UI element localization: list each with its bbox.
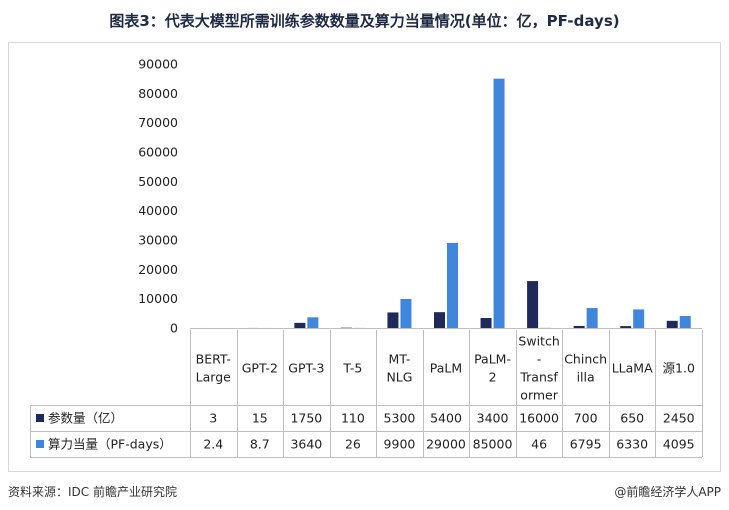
category-label: MT-NLG bbox=[386, 352, 412, 385]
bar-params bbox=[340, 327, 352, 329]
data-label: 29000 bbox=[426, 437, 466, 452]
data-label: 3 bbox=[209, 411, 217, 426]
bar-compute bbox=[400, 298, 412, 328]
legend-swatch bbox=[36, 414, 44, 422]
data-label: 46 bbox=[531, 437, 547, 452]
data-label: 8.7 bbox=[250, 437, 270, 452]
category-label: LLaMA bbox=[612, 361, 653, 376]
bar-params bbox=[620, 326, 632, 328]
bar-compute bbox=[679, 315, 691, 328]
y-tick-label: 0 bbox=[170, 321, 178, 336]
data-label: 15 bbox=[252, 411, 268, 426]
y-tick-label: 60000 bbox=[138, 145, 178, 160]
data-label: 3400 bbox=[477, 411, 509, 426]
brand-credit: @前瞻经济学人APP bbox=[614, 485, 721, 499]
bar-params bbox=[527, 281, 539, 328]
bar-params bbox=[294, 322, 306, 328]
legend-swatch bbox=[36, 440, 44, 448]
data-label: 6795 bbox=[570, 437, 602, 452]
data-label: 110 bbox=[341, 411, 365, 426]
category-label: GPT-2 bbox=[242, 361, 278, 376]
data-label: 5400 bbox=[430, 411, 462, 426]
chart-title: 图表3：代表大模型所需训练参数数量及算力当量情况(单位：亿，PF-days) bbox=[109, 12, 620, 30]
y-tick-label: 80000 bbox=[138, 86, 178, 101]
bar-params bbox=[666, 320, 678, 328]
y-tick-label: 30000 bbox=[138, 233, 178, 248]
y-tick-label: 10000 bbox=[138, 291, 178, 306]
y-tick-label: 90000 bbox=[138, 57, 178, 72]
data-label: 650 bbox=[620, 411, 644, 426]
bar-compute bbox=[447, 242, 458, 328]
data-label: 4095 bbox=[663, 437, 695, 452]
data-label: 1750 bbox=[290, 411, 322, 426]
bar-params bbox=[434, 312, 445, 328]
category-label: BERT-Large bbox=[196, 352, 232, 385]
source-note: 资料来源：IDC 前瞻产业研究院 bbox=[8, 485, 177, 499]
category-label: PaLM bbox=[430, 361, 462, 376]
data-label: 2450 bbox=[663, 411, 695, 426]
bar-compute bbox=[307, 317, 319, 328]
category-label: GPT-3 bbox=[288, 361, 324, 376]
y-tick-label: 70000 bbox=[138, 115, 178, 130]
category-label: Switch -Transf ormer bbox=[518, 334, 559, 403]
category-label: Chinch illa bbox=[564, 352, 607, 385]
y-tick-label: 50000 bbox=[138, 174, 178, 189]
data-label: 6330 bbox=[616, 437, 648, 452]
data-label: 700 bbox=[574, 411, 598, 426]
data-label: 2.4 bbox=[203, 437, 223, 452]
category-label: T-5 bbox=[342, 361, 362, 376]
data-label: 16000 bbox=[519, 411, 559, 426]
bar-compute bbox=[493, 78, 505, 329]
legend-label: 参数量（亿） bbox=[48, 411, 123, 426]
data-label: 85000 bbox=[473, 437, 513, 452]
bar-compute bbox=[633, 309, 645, 328]
data-label: 5300 bbox=[384, 411, 416, 426]
y-tick-label: 40000 bbox=[138, 203, 178, 218]
category-label: PaLM-2 bbox=[474, 352, 511, 385]
bar-params bbox=[480, 318, 492, 328]
bar-params bbox=[573, 325, 585, 328]
data-label: 26 bbox=[345, 437, 361, 452]
bar-compute bbox=[586, 308, 598, 328]
y-tick-label: 20000 bbox=[138, 262, 178, 277]
chart-frame bbox=[8, 42, 721, 472]
data-label: 3640 bbox=[290, 437, 322, 452]
category-label: 源1.0 bbox=[663, 361, 695, 376]
data-label: 9900 bbox=[384, 437, 416, 452]
legend-label: 算力当量（PF-days） bbox=[48, 437, 172, 452]
bar-params bbox=[387, 312, 399, 328]
